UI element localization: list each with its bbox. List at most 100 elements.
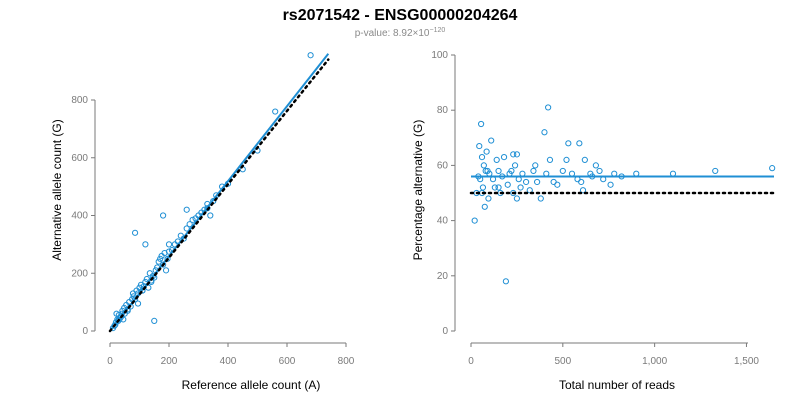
left-x-tick-label: 400: [220, 356, 237, 367]
left-x-axis-label: Reference allele count (A): [182, 378, 321, 392]
left-data-point: [183, 206, 190, 213]
chart-title: rs2071542 - ENSG00000204264: [283, 7, 518, 24]
right-data-point: [563, 156, 570, 163]
right-data-point: [504, 181, 511, 188]
right-data-point: [537, 195, 544, 202]
right-data-point: [545, 104, 552, 111]
left-data-point: [272, 108, 279, 115]
right-x-tick-label: 0: [468, 356, 474, 367]
right-data-point: [576, 140, 583, 147]
right-y-tick-label: 80: [437, 105, 449, 116]
right-x-tick-label: 1,000: [642, 356, 667, 367]
left-data-point: [146, 270, 153, 277]
right-x-tick-label: 1,500: [734, 356, 759, 367]
right-data-point: [478, 154, 486, 161]
p-value-base: 10: [418, 28, 430, 39]
left-data-point: [131, 296, 139, 303]
right-data-point: [565, 140, 572, 147]
left-data-point: [162, 267, 170, 274]
left-y-tick-label: 0: [82, 326, 88, 337]
right-data-point: [596, 167, 603, 175]
left-x-tick-label: 600: [279, 356, 296, 367]
right-y-tick-label: 40: [437, 216, 449, 227]
right-data-point: [483, 148, 490, 155]
left-reference-line: [108, 58, 330, 333]
right-data-point: [495, 167, 502, 175]
right-data-point: [502, 278, 509, 285]
right-data-point: [532, 162, 539, 169]
left-data-point: [142, 241, 149, 248]
left-y-tick-label: 200: [71, 268, 88, 279]
right-data-point: [495, 184, 502, 191]
right-data-point: [522, 178, 530, 186]
scatter-panel-right: 0 500 1,000 1,500 0 20 40 60 80 100: [431, 50, 776, 367]
left-data-point: [160, 212, 167, 219]
left-fit-line: [109, 53, 330, 332]
right-data-point: [592, 162, 599, 169]
right-y-tick-label: 60: [437, 160, 449, 171]
right-data-point: [607, 181, 614, 188]
right-data-point: [493, 156, 500, 163]
right-data-point: [511, 162, 519, 169]
left-x-tick-label: 200: [161, 356, 178, 367]
right-x-tick-label: 500: [554, 356, 571, 367]
right-y-tick-label: 100: [431, 50, 448, 61]
right-data-point: [559, 167, 566, 175]
left-data-point: [207, 212, 214, 219]
right-y-axis-label: Percentage alternative (G): [411, 120, 425, 261]
right-data-point: [513, 195, 521, 202]
right-data-point: [471, 217, 478, 224]
scatter-panel-left: 0 200 400 600 800 0 200 400 600 800: [71, 52, 355, 367]
right-data-point: [510, 151, 517, 158]
right-data-point: [578, 178, 585, 186]
right-data-point: [513, 151, 521, 158]
right-x-axis-label: Total number of reads: [559, 378, 675, 392]
right-data-point: [530, 167, 537, 175]
right-y-tick-label: 0: [442, 326, 448, 337]
left-data-point: [183, 225, 190, 232]
left-x-tick-label: 800: [338, 356, 355, 367]
right-data-point: [579, 187, 587, 194]
right-data-point: [488, 137, 495, 144]
left-data-point: [137, 281, 145, 288]
left-data-point: [120, 316, 127, 323]
right-data-point: [769, 165, 776, 172]
right-data-point: [541, 129, 548, 136]
left-data-point: [307, 52, 314, 59]
left-y-tick-label: 400: [71, 211, 88, 222]
right-data-point: [491, 184, 498, 191]
left-data-point: [139, 287, 146, 294]
right-data-point: [517, 184, 524, 191]
left-y-tick-label: 600: [71, 153, 88, 164]
right-data-point: [554, 181, 561, 188]
right-data-point: [550, 178, 557, 186]
left-data-point: [111, 322, 118, 329]
right-data-point: [546, 156, 554, 163]
right-y-tick-label: 20: [437, 271, 449, 282]
right-data-point: [480, 162, 487, 169]
right-data-point: [479, 184, 487, 191]
p-value-exponent: −120: [430, 27, 446, 34]
right-data-point: [485, 195, 492, 202]
left-data-point: [131, 229, 139, 236]
right-data-point: [500, 154, 508, 161]
left-y-axis-label: Alternative allele count (G): [50, 119, 64, 260]
right-data-point: [712, 167, 719, 175]
right-data-point: [478, 120, 485, 128]
right-data-point: [508, 167, 515, 175]
left-data-point: [186, 221, 193, 228]
left-data-point: [115, 316, 122, 323]
right-data-point: [476, 142, 483, 150]
left-y-tick-label: 800: [71, 95, 88, 106]
p-value-subtitle: p-value: 8.92×10−120: [355, 27, 446, 39]
left-data-point: [151, 317, 158, 324]
p-value-prefix: p-value: 8.92: [355, 28, 413, 39]
right-data-point: [581, 156, 588, 163]
left-data-point: [189, 216, 196, 223]
p-value-times: ×: [413, 28, 419, 39]
right-data-point: [481, 203, 488, 210]
left-data-point: [165, 241, 173, 248]
left-x-tick-label: 0: [107, 356, 113, 367]
